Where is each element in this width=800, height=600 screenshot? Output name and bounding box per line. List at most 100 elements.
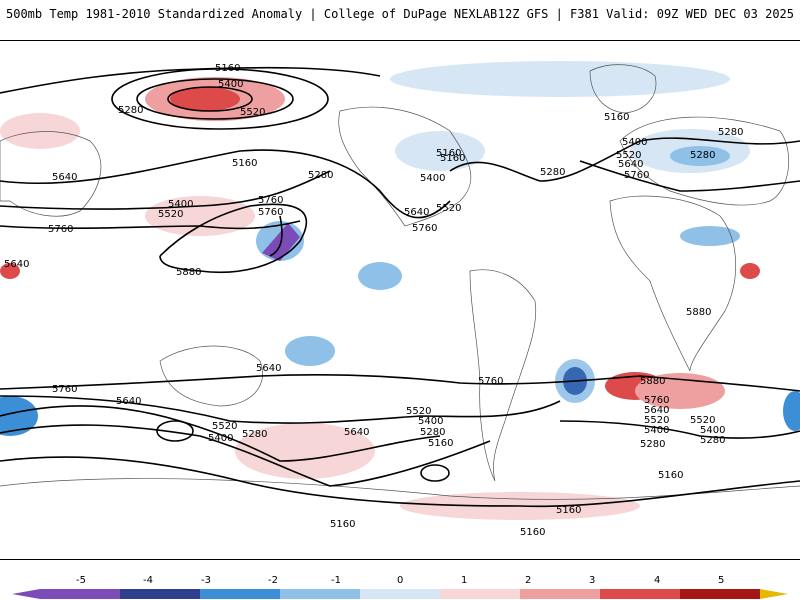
colorbar-tick: 0 <box>397 575 403 586</box>
contour-label: 5160 <box>330 519 355 530</box>
contour-label: 5640 <box>404 207 429 218</box>
colorbar-tick: -5 <box>76 575 86 586</box>
contour-label: 5160 <box>436 148 461 159</box>
colorbar-tick: 1 <box>461 575 467 586</box>
contour-label: 5280 <box>308 170 333 181</box>
south-america-outline <box>469 269 537 482</box>
contour-5520 <box>0 170 331 210</box>
contour-label: 5760 <box>258 207 283 218</box>
colorbar-segment <box>600 589 680 599</box>
contour-label: 5400 <box>218 79 243 90</box>
contour-label: 5520 <box>212 421 237 432</box>
contour-5760-south <box>0 374 800 392</box>
contour-label: 5640 <box>116 396 141 407</box>
contour-label: 5520 <box>240 107 265 118</box>
antarctica-outline <box>0 478 800 500</box>
australia-outline <box>159 345 263 407</box>
contour-label: 5640 <box>644 405 669 416</box>
contour-label: 5160 <box>658 470 683 481</box>
contour-label: 5280 <box>700 435 725 446</box>
contour-label: 5160 <box>215 63 240 74</box>
colorbar-tick: 3 <box>589 575 595 586</box>
coastlines <box>0 64 800 500</box>
contour-label: 5640 <box>52 172 77 183</box>
cold-anomaly-arctic <box>390 61 730 97</box>
colorbar-segment <box>520 589 600 599</box>
contour-label: 5400 <box>700 425 725 436</box>
colorbar-segment <box>440 589 520 599</box>
warm-anomaly-asia <box>0 113 80 149</box>
contour-label: 5880 <box>686 307 711 318</box>
colorbar-segment <box>680 589 760 599</box>
contour-label: 5760 <box>624 170 649 181</box>
colorbar-segment <box>360 589 440 599</box>
colorbar-tick: 4 <box>654 575 660 586</box>
contour-label: 5640 <box>256 363 281 374</box>
contour-label: 5160 <box>556 505 581 516</box>
contour-label: 5160 <box>428 438 453 449</box>
contour-5160-closed <box>420 464 450 482</box>
anomaly-map: 5160 5400 5280 5520 5160 5280 5640 5400 … <box>0 61 800 538</box>
contour-label: 5880 <box>640 376 665 387</box>
contour-label: 5760 <box>644 395 669 406</box>
colorbar-segment <box>200 589 280 599</box>
anomaly-shading <box>0 61 800 520</box>
colorbar-tick: -3 <box>201 575 211 586</box>
contour-5400-south <box>0 424 491 487</box>
contour-5640 <box>0 149 451 219</box>
contour-label: 5520 <box>406 406 431 417</box>
contour-label: 5280 <box>640 439 665 450</box>
contour-label: 5880 <box>176 267 201 278</box>
contour-labels: 5160 5400 5280 5520 5160 5280 5640 5400 … <box>4 63 743 538</box>
contour-label: 5160 <box>520 527 545 538</box>
contour-label: 5400 <box>208 433 233 444</box>
contour-label: 5400 <box>420 173 445 184</box>
contour-label: 5160 <box>604 112 629 123</box>
cold-anomaly-southern-ocean-east <box>783 391 800 431</box>
contour-label: 5280 <box>690 150 715 161</box>
map-panel[interactable]: 5160 5400 5280 5520 5160 5280 5640 5400 … <box>0 40 800 560</box>
colorbar-tick: -4 <box>143 575 153 586</box>
cold-anomaly-tropics <box>358 262 402 290</box>
contour-5640-europe <box>579 160 800 192</box>
contour-trough-axis <box>269 215 283 257</box>
contour-5520-low <box>167 86 253 112</box>
cold-anomaly-europe-core <box>670 146 730 166</box>
colorbar-segment <box>280 589 360 599</box>
contour-label: 5280 <box>242 429 267 440</box>
contour-label: 5280 <box>420 427 445 438</box>
colorbar-segment <box>120 589 200 599</box>
contour-5520-south <box>0 405 441 462</box>
contour-label: 5400 <box>418 416 443 427</box>
cold-anomaly-arabia <box>680 226 740 246</box>
colorbar-tick: 2 <box>525 575 531 586</box>
contour-label: 5640 <box>4 259 29 270</box>
cold-anomaly-south-pacific <box>285 336 335 366</box>
contour-label: 5760 <box>478 376 503 387</box>
north-america-outline <box>338 106 472 227</box>
contour-5880 <box>159 203 307 274</box>
contour-label: 5640 <box>618 159 643 170</box>
contour-label: 5400 <box>168 199 193 210</box>
contour-label: 5640 <box>344 427 369 438</box>
cold-anomaly-southern-ocean-west <box>0 396 38 436</box>
contour-label: 5160 <box>440 153 465 164</box>
contour-label: 5280 <box>718 127 743 138</box>
greenland-outline <box>589 64 657 114</box>
contour-label: 5520 <box>616 150 641 161</box>
contour-5640-south <box>0 395 561 424</box>
cold-anomaly-canada <box>395 131 485 171</box>
contour-label: 5280 <box>118 105 143 116</box>
anomaly-colorbar: -5 -4 -3 -2 -1 0 1 2 3 4 5 <box>12 575 788 599</box>
colorbar-tick: 5 <box>718 575 724 586</box>
contour-5280-low <box>111 68 329 130</box>
africa-outline <box>609 195 737 372</box>
contour-5280-closed <box>156 420 194 442</box>
contour-label: 5160 <box>232 158 257 169</box>
contour-5160-antarctic <box>0 456 800 508</box>
warm-anomaly-west-edge <box>0 263 20 279</box>
header: 500mb Temp 1981-2010 Standardized Anomal… <box>0 0 800 40</box>
contour-label: 5760 <box>48 224 73 235</box>
contour-label: 5520 <box>690 415 715 426</box>
contour-label: 5400 <box>622 137 647 148</box>
